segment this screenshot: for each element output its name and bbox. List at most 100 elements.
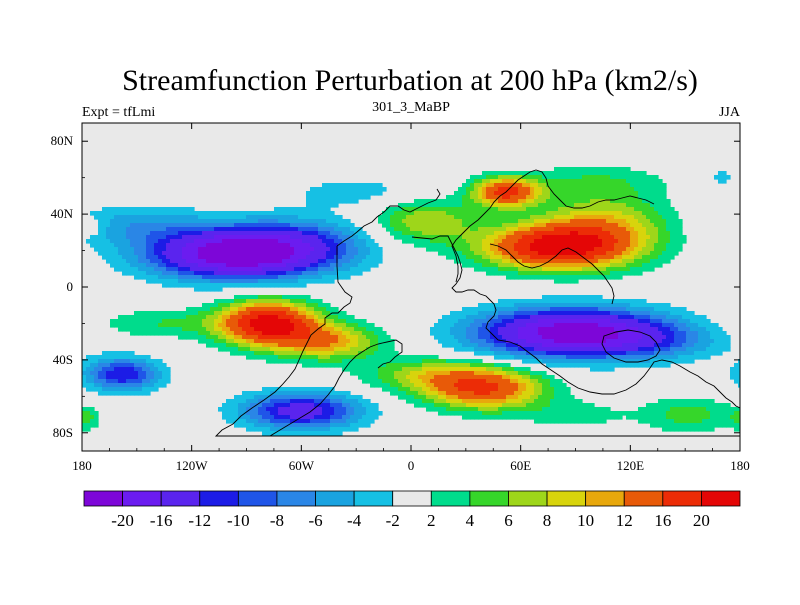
field-cell <box>618 195 623 200</box>
field-cell <box>246 227 251 232</box>
field-cell <box>234 263 239 268</box>
field-cell <box>606 303 611 308</box>
field-cell <box>618 351 623 356</box>
field-cell <box>186 279 191 284</box>
field-cell <box>306 195 311 200</box>
field-cell <box>418 231 423 236</box>
field-cell <box>282 335 287 340</box>
field-cell <box>354 263 359 268</box>
field-cell <box>582 215 587 220</box>
field-cell <box>642 211 647 216</box>
field-cell <box>654 179 659 184</box>
field-cell <box>238 343 243 348</box>
field-cell <box>106 227 111 232</box>
field-cell <box>466 243 471 248</box>
field-cell <box>558 267 563 272</box>
field-cell <box>470 327 475 332</box>
field-cell <box>234 223 239 228</box>
field-cell <box>350 239 355 244</box>
field-cell <box>298 351 303 356</box>
field-cell <box>286 339 291 344</box>
field-cell <box>570 223 575 228</box>
field-cell <box>174 211 179 216</box>
field-cell <box>450 331 455 336</box>
field-cell <box>606 311 611 316</box>
field-cell <box>650 323 655 328</box>
field-cell <box>266 211 271 216</box>
field-cell <box>306 315 311 320</box>
field-cell <box>174 327 179 332</box>
field-cell <box>458 359 463 364</box>
field-cell <box>654 239 659 244</box>
field-cell <box>114 251 119 256</box>
field-cell <box>694 327 699 332</box>
field-cell <box>358 187 363 192</box>
field-cell <box>506 263 511 268</box>
field-cell <box>522 339 527 344</box>
field-cell <box>682 315 687 320</box>
field-cell <box>550 351 555 356</box>
field-cell <box>630 355 635 360</box>
field-cell <box>650 179 655 184</box>
field-cell <box>142 259 147 264</box>
field-cell <box>610 347 615 352</box>
field-cell <box>334 251 339 256</box>
field-cell <box>486 195 491 200</box>
field-cell <box>142 243 147 248</box>
field-cell <box>738 363 740 368</box>
field-cell <box>478 347 483 352</box>
field-cell <box>586 267 591 272</box>
field-cell <box>598 247 603 252</box>
field-cell <box>138 251 143 256</box>
field-cell <box>506 239 511 244</box>
field-cell <box>614 323 619 328</box>
field-cell <box>174 223 179 228</box>
field-cell <box>274 275 279 280</box>
field-cell <box>126 259 131 264</box>
field-cell <box>570 195 575 200</box>
field-cell <box>618 327 623 332</box>
field-cell <box>366 247 371 252</box>
field-cell <box>430 247 435 252</box>
field-cell <box>278 259 283 264</box>
field-cell <box>142 327 147 332</box>
field-cell <box>318 223 323 228</box>
field-cell <box>250 311 255 316</box>
field-cell <box>118 219 123 224</box>
field-cell <box>278 331 283 336</box>
field-cell <box>250 271 255 276</box>
field-cell <box>434 199 439 204</box>
field-cell <box>582 307 587 312</box>
field-cell <box>222 307 227 312</box>
field-cell <box>270 323 275 328</box>
field-cell <box>550 323 555 328</box>
field-cell <box>594 363 599 368</box>
field-cell <box>114 359 119 364</box>
field-cell <box>458 227 463 232</box>
field-cell <box>462 311 467 316</box>
field-cell <box>534 331 539 336</box>
field-cell <box>350 199 355 204</box>
field-cell <box>290 251 295 256</box>
field-cell <box>322 307 327 312</box>
field-cell <box>550 267 555 272</box>
field-cell <box>326 219 331 224</box>
field-cell <box>530 267 535 272</box>
field-cell <box>466 331 471 336</box>
field-cell <box>506 183 511 188</box>
field-cell <box>422 215 427 220</box>
field-cell <box>602 307 607 312</box>
field-cell <box>698 355 703 360</box>
field-cell <box>286 307 291 312</box>
field-cell <box>486 239 491 244</box>
field-cell <box>526 207 531 212</box>
field-cell <box>486 343 491 348</box>
field-cell <box>538 243 543 248</box>
field-cell <box>270 243 275 248</box>
field-cell <box>598 295 603 300</box>
field-cell <box>214 231 219 236</box>
field-cell <box>326 235 331 240</box>
field-cell <box>154 223 159 228</box>
field-cell <box>310 279 315 284</box>
field-cell <box>510 339 515 344</box>
